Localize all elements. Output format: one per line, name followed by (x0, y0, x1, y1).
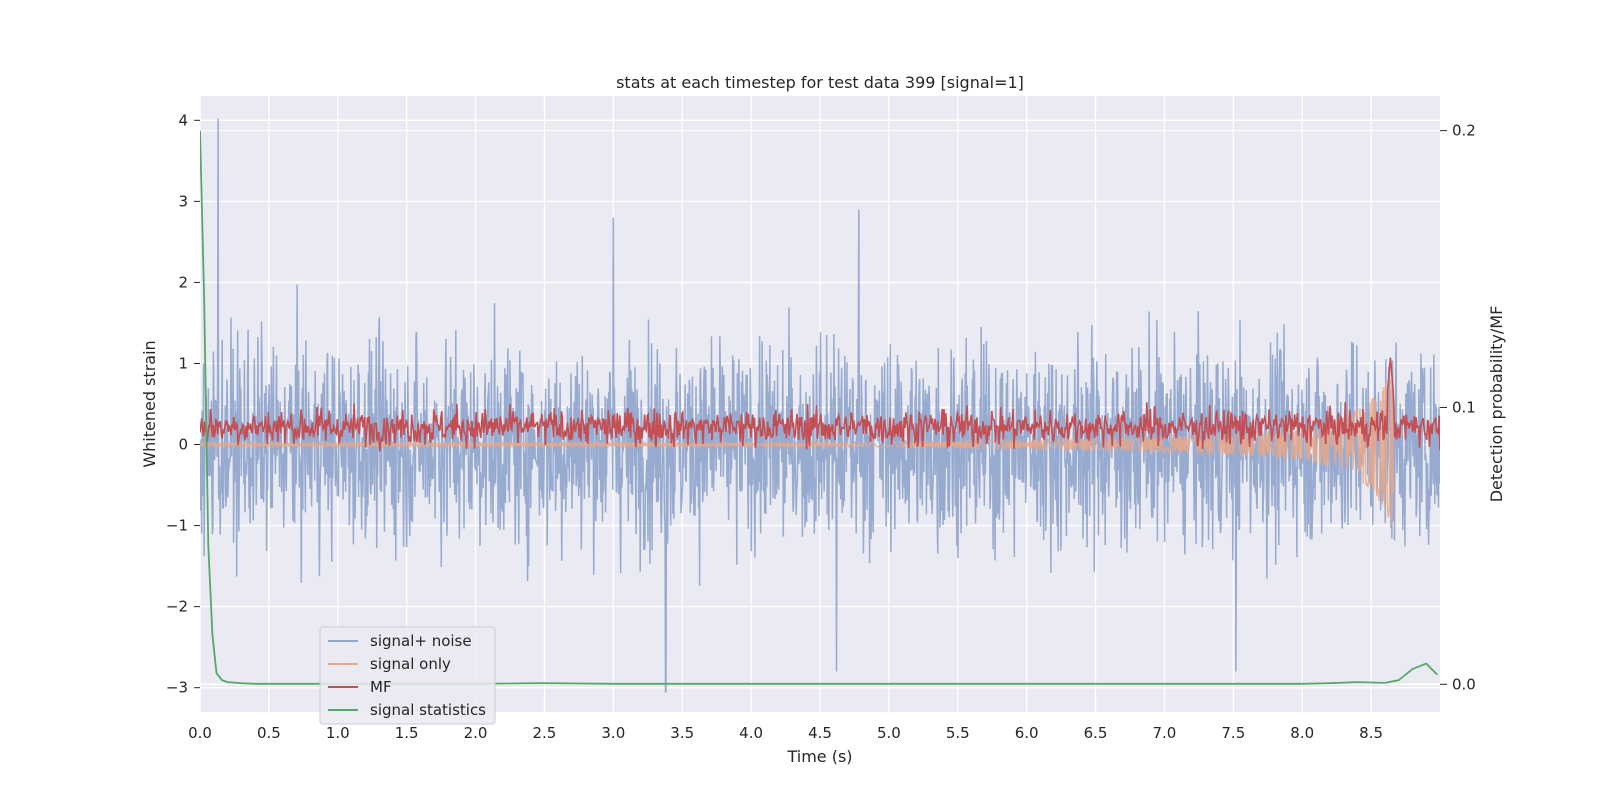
x-tick-label: 3.0 (601, 724, 625, 742)
x-tick-label: 7.0 (1153, 724, 1177, 742)
x-tick-label: 5.5 (946, 724, 970, 742)
legend-label: signal+ noise (370, 632, 472, 650)
y-tick-label: −1 (166, 517, 188, 535)
right-tick-label: 0.1 (1452, 398, 1476, 416)
right-axis-ticks: 0.0 0.1 0.2 (1440, 122, 1476, 693)
y-tick-label: 0 (178, 436, 188, 454)
x-tick-label: 5.0 (877, 724, 901, 742)
right-tick-label: 0.2 (1452, 122, 1476, 140)
right-tick-label: 0.0 (1452, 675, 1476, 693)
x-tick-label: 6.0 (1015, 724, 1039, 742)
x-tick-label: 2.0 (464, 724, 488, 742)
x-tick-label: 0.0 (188, 724, 212, 742)
x-tick-label: 4.0 (739, 724, 763, 742)
x-axis-label: Time (s) (786, 747, 852, 766)
x-tick-label: 7.5 (1221, 724, 1245, 742)
series-signal-statistics (200, 130, 1438, 685)
x-tick-label: 4.5 (808, 724, 832, 742)
y-axis-label: Whitened strain (140, 340, 159, 467)
y-axis-ticks: −3 −2 −1 0 1 2 3 4 (166, 111, 200, 697)
x-tick-label: 8.0 (1290, 724, 1314, 742)
legend-label: signal only (370, 655, 451, 673)
x-tick-label: 0.5 (257, 724, 281, 742)
legend-item: signal statistics (328, 701, 486, 719)
legend-box (319, 626, 496, 725)
x-tick-label: 6.5 (1084, 724, 1108, 742)
series-signal-only (200, 379, 1394, 526)
x-tick-label: 3.5 (670, 724, 694, 742)
y-tick-label: −2 (166, 598, 188, 616)
legend: signal+ noise signal only MF signal statist… (319, 626, 496, 725)
legend-item: signal+ noise (328, 632, 472, 650)
y-tick-label: −3 (166, 679, 188, 697)
x-axis-ticks: 0.0 0.5 1.0 1.5 2.0 2.5 3.0 3.5 4.0 4.5 5.0 5.5 6.0 6… (188, 724, 1383, 742)
series-signal-noise (200, 118, 1440, 693)
x-tick-label: 1.0 (326, 724, 350, 742)
series-layer (200, 118, 1440, 693)
y-tick-label: 4 (178, 111, 188, 129)
x-tick-label: 2.5 (533, 724, 557, 742)
x-tick-label: 8.5 (1359, 724, 1383, 742)
series-mf (200, 357, 1440, 452)
y-tick-label: 3 (178, 192, 188, 210)
legend-item: MF (328, 678, 392, 696)
legend-label: signal statistics (370, 701, 486, 719)
legend-label: MF (370, 678, 392, 696)
x-tick-label: 1.5 (395, 724, 419, 742)
y-tick-label: 2 (178, 273, 188, 291)
y-tick-label: 1 (178, 354, 188, 372)
legend-item: signal only (328, 655, 451, 673)
right-axis-label: Detection probability/MF (1487, 306, 1506, 503)
chart-title: stats at each timestep for test data 399… (616, 73, 1024, 92)
